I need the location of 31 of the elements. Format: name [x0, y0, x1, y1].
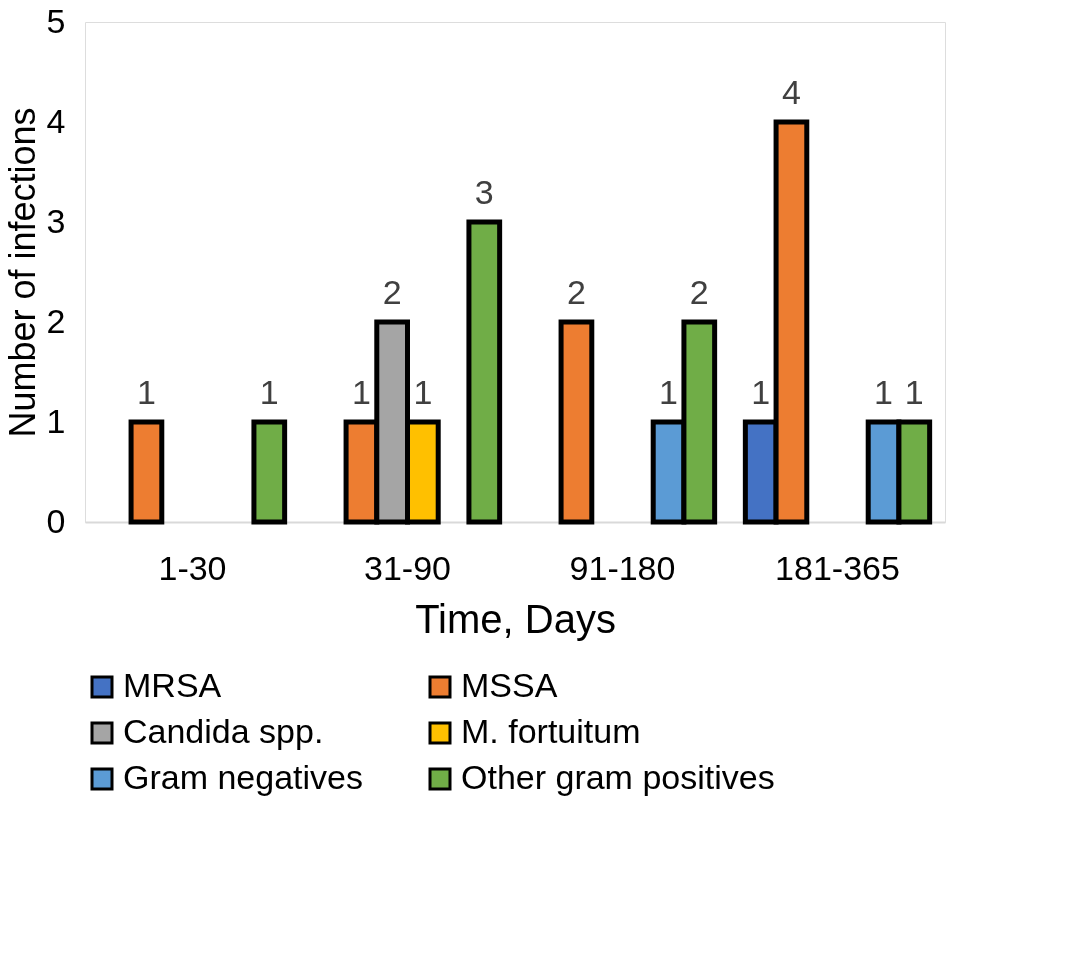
data-label: 1 [751, 373, 771, 411]
data-label: 1 [874, 373, 894, 411]
x-tick-label: 91-180 [569, 548, 676, 587]
y-tick-label: 1 [46, 401, 66, 440]
y-tick-label: 5 [46, 1, 66, 40]
data-label: 2 [382, 273, 402, 311]
data-label: 1 [259, 373, 279, 411]
y-tick-label: 2 [46, 301, 66, 340]
legend-label: MRSA [123, 666, 222, 704]
data-label: 1 [351, 373, 371, 411]
y-tick-label: 0 [46, 501, 66, 540]
data-label: 4 [781, 73, 801, 111]
x-tick-label: 181-365 [775, 548, 900, 587]
legend-label: Other gram positives [461, 758, 775, 796]
y-tick-label: 3 [46, 201, 66, 240]
x-tick-label: 1-30 [158, 548, 227, 587]
data-label: 1 [136, 373, 156, 411]
x-tick-label: 31-90 [364, 548, 451, 587]
x-axis-title: Time, Days [415, 596, 616, 641]
legend-label: Candida spp. [123, 712, 324, 750]
y-tick-label: 4 [46, 101, 66, 140]
data-label: 3 [474, 173, 494, 211]
legend-label: Gram negatives [123, 758, 363, 796]
legend-label: MSSA [461, 666, 558, 704]
data-label: 2 [566, 273, 586, 311]
data-label: 1 [659, 373, 679, 411]
y-axis-title: Number of infections [1, 107, 43, 438]
data-label: 2 [689, 273, 709, 311]
data-label: 1 [904, 373, 924, 411]
legend-label: M. fortuitum [461, 712, 641, 750]
data-label: 1 [413, 373, 433, 411]
